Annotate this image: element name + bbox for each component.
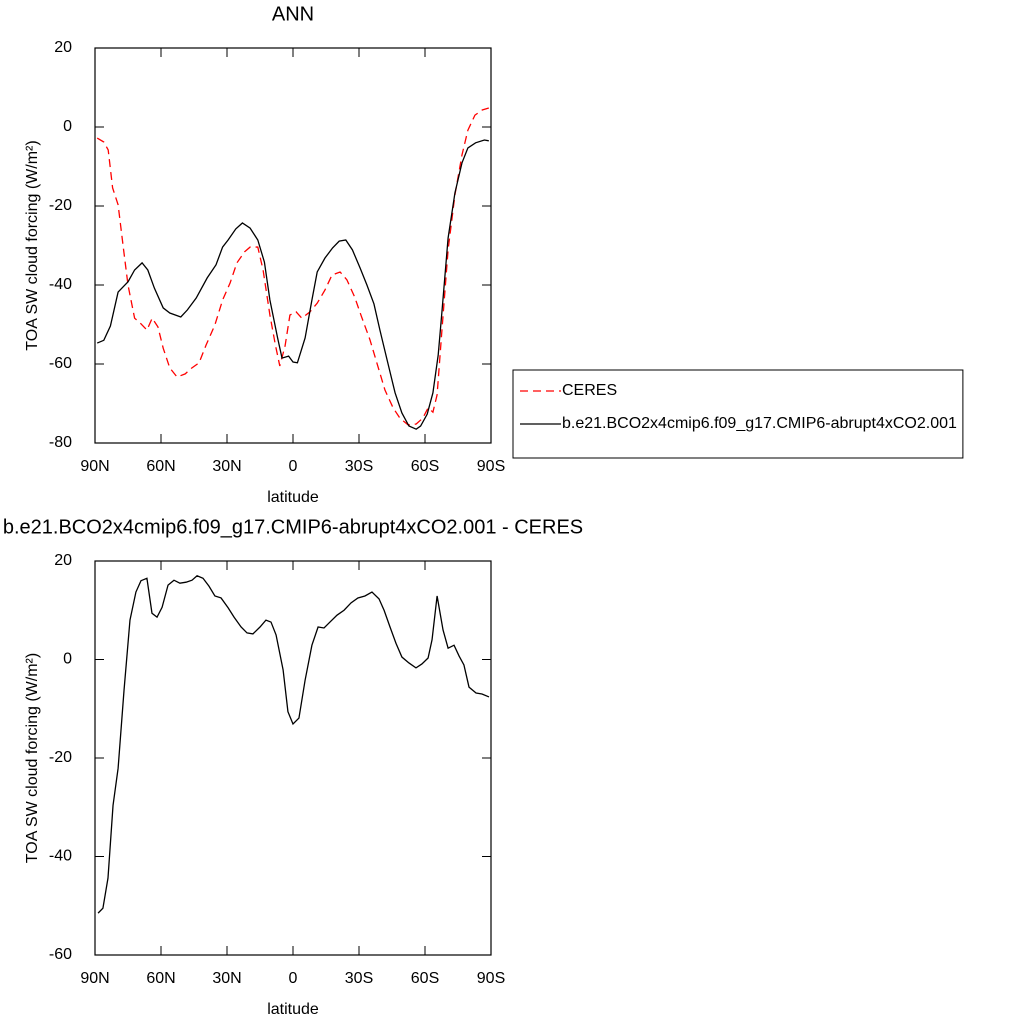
series-line — [96, 107, 489, 426]
x-tick-label: 30N — [212, 970, 241, 987]
x-tick-label: 0 — [289, 970, 298, 987]
x-tick-label: 30S — [345, 970, 373, 987]
x-tick-label: 60N — [146, 458, 175, 475]
y-tick-label: 0 — [63, 651, 72, 668]
y-axis-label: TOA SW cloud forcing (W/m²) — [24, 140, 41, 350]
y-tick-label: 20 — [54, 39, 72, 56]
y-tick-label: -80 — [49, 434, 72, 451]
x-tick-label: 30S — [345, 458, 373, 475]
x-axis-label: latitude — [267, 489, 319, 506]
x-tick-label: 60N — [146, 970, 175, 987]
x-tick-label: 90N — [80, 458, 109, 475]
series-line — [97, 575, 490, 914]
plot-frame — [94, 47, 492, 444]
x-tick-label: 60S — [411, 458, 439, 475]
x-tick-label: 90S — [477, 970, 505, 987]
y-tick-label: 0 — [63, 118, 72, 135]
x-tick-label: 60S — [411, 970, 439, 987]
y-tick-label: -20 — [49, 749, 72, 766]
x-axis-label: latitude — [267, 1001, 319, 1018]
y-tick-label: -40 — [49, 848, 72, 865]
y-tick-label: -60 — [49, 946, 72, 963]
chart-title: b.e21.BCO2x4cmip6.f09_g17.CMIP6-abrupt4x… — [3, 516, 583, 538]
y-tick-label: 20 — [54, 552, 72, 569]
legend-label: CERES — [562, 382, 617, 399]
x-tick-label: 30N — [212, 458, 241, 475]
y-axis-label: TOA SW cloud forcing (W/m²) — [24, 653, 41, 863]
legend: CERES b.e21.BCO2x4cmip6.f09_g17.CMIP6-abr… — [512, 369, 964, 459]
series-line — [96, 139, 489, 430]
y-tick-label: -40 — [49, 276, 72, 293]
legend-label: b.e21.BCO2x4cmip6.f09_g17.CMIP6-abrupt4x… — [562, 415, 957, 432]
legend-box — [512, 369, 964, 459]
x-tick-label: 0 — [289, 458, 298, 475]
x-tick-label: 90N — [80, 970, 109, 987]
chart-title: ANN — [272, 3, 314, 25]
x-tick-label: 90S — [477, 458, 505, 475]
y-tick-label: -60 — [49, 355, 72, 372]
y-tick-label: -20 — [49, 197, 72, 214]
plot-frame — [94, 560, 492, 956]
